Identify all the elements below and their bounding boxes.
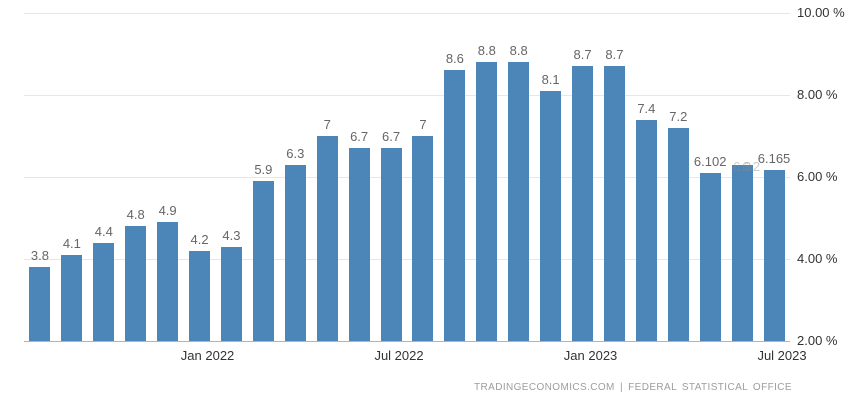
bar[interactable] <box>348 148 370 341</box>
x-axis-tick-label: Jan 2022 <box>180 348 235 363</box>
y-axis-tick-label: 6.00 % <box>797 169 838 184</box>
bar-value-label: 7 <box>419 117 427 132</box>
bar[interactable] <box>699 172 721 341</box>
bar-value-label: 6.3 <box>733 158 752 174</box>
bar[interactable] <box>61 254 83 341</box>
bar[interactable] <box>220 246 242 341</box>
bar-value-label: 6.7 <box>381 129 401 145</box>
bar[interactable] <box>125 226 147 341</box>
bar[interactable] <box>93 242 115 341</box>
bar[interactable] <box>284 164 306 341</box>
bar[interactable] <box>476 62 498 341</box>
y-axis-tick-label: 2.00 % <box>797 333 838 348</box>
bar-value-label: 4.2 <box>190 231 209 247</box>
chart-source-attribution: TRADINGECONOMICS.COM | FEDERAL STATISTIC… <box>474 382 792 393</box>
bar[interactable] <box>731 164 753 341</box>
gridline <box>24 13 790 14</box>
bar-value-label: 6.7 <box>350 129 369 145</box>
bar-value-label: 6.102 <box>693 153 727 169</box>
bar-value-label: 6.3 <box>286 145 305 161</box>
bar-value-label: 8.6 <box>445 51 464 67</box>
bar-value-label: 3.8 <box>30 248 49 264</box>
bar[interactable] <box>763 170 785 341</box>
bar-value-label: 8.7 <box>573 47 592 63</box>
y-axis-tick-label: 8.00 % <box>797 87 838 102</box>
bar[interactable] <box>412 136 434 341</box>
gridline <box>24 341 790 342</box>
bar-value-label: 4.4 <box>94 223 113 239</box>
bar-value-label: 4.1 <box>62 235 81 251</box>
bar-value-label: 7.4 <box>637 100 656 116</box>
gridline <box>24 177 790 178</box>
bar-value-label: 4.3 <box>222 227 241 243</box>
bar[interactable] <box>29 267 51 341</box>
bar-value-label: 4.8 <box>126 207 145 223</box>
bar[interactable] <box>316 136 338 341</box>
bar-value-label: 7 <box>323 117 331 132</box>
bar[interactable] <box>540 90 562 341</box>
bar[interactable] <box>603 66 625 341</box>
x-axis-tick-label: Jul 2023 <box>757 348 807 363</box>
y-axis-tick-label: 10.00 % <box>797 5 845 20</box>
bar-value-label: 6.165 <box>757 151 791 167</box>
bar[interactable] <box>572 66 594 341</box>
gridline <box>24 95 790 96</box>
bar[interactable] <box>252 181 274 341</box>
bar[interactable] <box>189 250 211 341</box>
bar[interactable] <box>508 62 530 341</box>
bar-value-label: 8.8 <box>477 43 496 59</box>
gridline <box>24 259 790 260</box>
x-axis-tick-label: Jul 2022 <box>374 348 424 363</box>
bar[interactable] <box>380 148 402 341</box>
bar[interactable] <box>157 222 179 341</box>
bar-value-label: 8.7 <box>605 47 624 63</box>
bar-value-label: 4.9 <box>158 203 177 219</box>
bar[interactable] <box>444 70 466 341</box>
bar-value-label: 8.8 <box>509 43 528 59</box>
x-axis-tick-label: Jan 2023 <box>563 348 618 363</box>
bar-value-label: 8.1 <box>541 71 560 87</box>
bar[interactable] <box>635 119 657 341</box>
bar[interactable] <box>667 127 689 341</box>
bar-value-label-overlap: 6.2 <box>742 158 761 174</box>
bar-value-label: 5.9 <box>254 162 273 178</box>
y-axis-tick-label: 4.00 % <box>797 251 838 266</box>
bar-value-label: 7.2 <box>669 108 688 124</box>
